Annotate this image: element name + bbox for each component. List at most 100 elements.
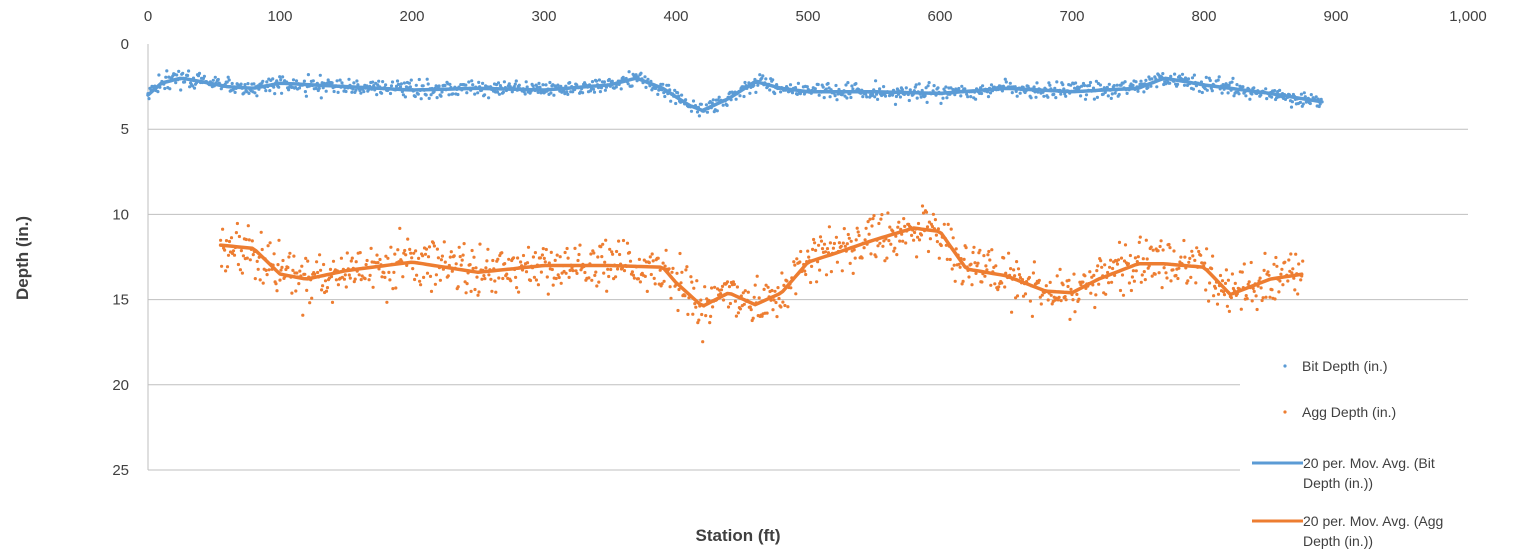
- scatter-point: [780, 271, 784, 275]
- scatter-point: [513, 82, 517, 86]
- scatter-point: [1246, 282, 1250, 286]
- scatter-point: [960, 84, 964, 88]
- scatter-point: [1016, 267, 1021, 271]
- scatter-point: [828, 241, 833, 245]
- scatter-point: [294, 79, 299, 83]
- scatter-point: [473, 92, 477, 96]
- scatter-point: [437, 84, 441, 88]
- scatter-point: [168, 87, 172, 91]
- scatter-point: [287, 255, 291, 259]
- scatter-point: [1252, 86, 1256, 90]
- scatter-point: [240, 271, 244, 275]
- legend-item-bit-mov-avg: 20 per. Mov. Avg. (Bit Depth (in.)): [1252, 455, 1435, 491]
- scatter-point: [871, 93, 875, 97]
- scatter-point: [1111, 266, 1115, 271]
- scatter-point: [983, 274, 987, 278]
- scatter-point: [556, 273, 560, 277]
- legend-label-agg-mov-avg-line1: 20 per. Mov. Avg. (Agg: [1303, 513, 1443, 529]
- scatter-point: [901, 239, 905, 243]
- scatter-point: [1186, 77, 1191, 81]
- scatter-point: [290, 291, 294, 295]
- scatter-point: [399, 82, 403, 86]
- scatter-point: [925, 100, 929, 104]
- scatter-point: [1106, 94, 1110, 98]
- scatter-point: [1314, 95, 1318, 99]
- scatter-point: [1088, 270, 1092, 274]
- scatter-point: [581, 91, 585, 95]
- scatter-point: [389, 84, 394, 88]
- scatter-point: [1241, 85, 1245, 89]
- scatter-point: [425, 271, 430, 275]
- scatter-point: [921, 211, 926, 215]
- scatter-point: [435, 247, 439, 251]
- scatter-point: [280, 265, 284, 269]
- scatter-point: [220, 264, 224, 268]
- scatter-point: [1212, 294, 1216, 298]
- scatter-point: [216, 77, 220, 82]
- scatter-point: [281, 75, 285, 79]
- scatter-point: [711, 98, 715, 102]
- scatter-point: [986, 253, 990, 257]
- scatter-point: [568, 81, 572, 85]
- scatter-point: [259, 230, 263, 234]
- scatter-point: [1272, 262, 1276, 266]
- scatter-point: [595, 284, 599, 288]
- scatter-point: [597, 78, 602, 82]
- scatter-point: [643, 75, 647, 79]
- scatter-point: [1231, 76, 1235, 80]
- scatter-point: [792, 260, 796, 264]
- scatter-point: [500, 251, 504, 255]
- scatter-point: [846, 81, 850, 85]
- scatter-point: [1136, 89, 1140, 93]
- scatter-point: [669, 296, 673, 300]
- scatter-point: [536, 283, 541, 287]
- scatter-point: [1227, 309, 1231, 313]
- scatter-point: [986, 95, 991, 99]
- scatter-point: [1213, 286, 1218, 290]
- scatter-point: [546, 292, 550, 296]
- scatter-point: [394, 286, 398, 290]
- scatter-point: [1100, 265, 1104, 269]
- scatter-point: [1187, 260, 1191, 264]
- scatter-point: [1294, 252, 1298, 256]
- scatter-point: [227, 78, 231, 82]
- scatter-point: [349, 259, 353, 263]
- scatter-point: [559, 281, 563, 285]
- scatter-point: [347, 77, 351, 81]
- scatter-point: [726, 305, 731, 309]
- scatter-point: [675, 271, 679, 275]
- scatter-point: [310, 296, 314, 300]
- scatter-point: [239, 82, 243, 86]
- scatter-point: [329, 275, 334, 279]
- scatter-point: [935, 240, 940, 244]
- scatter-point: [656, 256, 660, 260]
- scatter-point: [1186, 279, 1190, 283]
- scatter-point: [777, 296, 781, 301]
- scatter-point: [695, 110, 700, 114]
- scatter-point: [970, 283, 974, 287]
- scatter-point: [969, 95, 973, 99]
- scatter-point: [1273, 297, 1277, 301]
- scatter-point: [316, 270, 320, 275]
- scatter-point: [925, 225, 930, 229]
- scatter-point: [347, 273, 351, 277]
- scatter-point: [531, 255, 536, 259]
- scatter-point: [743, 289, 747, 293]
- scatter-point: [365, 258, 369, 263]
- scatter-point: [592, 90, 597, 94]
- scatter-point: [870, 224, 874, 228]
- scatter-point: [1222, 293, 1227, 297]
- scatter-point: [1083, 274, 1087, 278]
- scatter-point: [175, 73, 179, 77]
- scatter-point: [493, 279, 497, 283]
- scatter-point: [738, 94, 742, 98]
- scatter-point: [638, 280, 643, 284]
- scatter-point: [565, 246, 569, 251]
- scatter-point: [507, 82, 511, 86]
- scatter-point: [867, 232, 871, 236]
- scatter-point: [1239, 307, 1243, 311]
- scatter-point: [876, 244, 880, 248]
- scatter-point: [369, 246, 373, 250]
- scatter-point: [692, 286, 696, 290]
- scatter-point: [761, 74, 765, 78]
